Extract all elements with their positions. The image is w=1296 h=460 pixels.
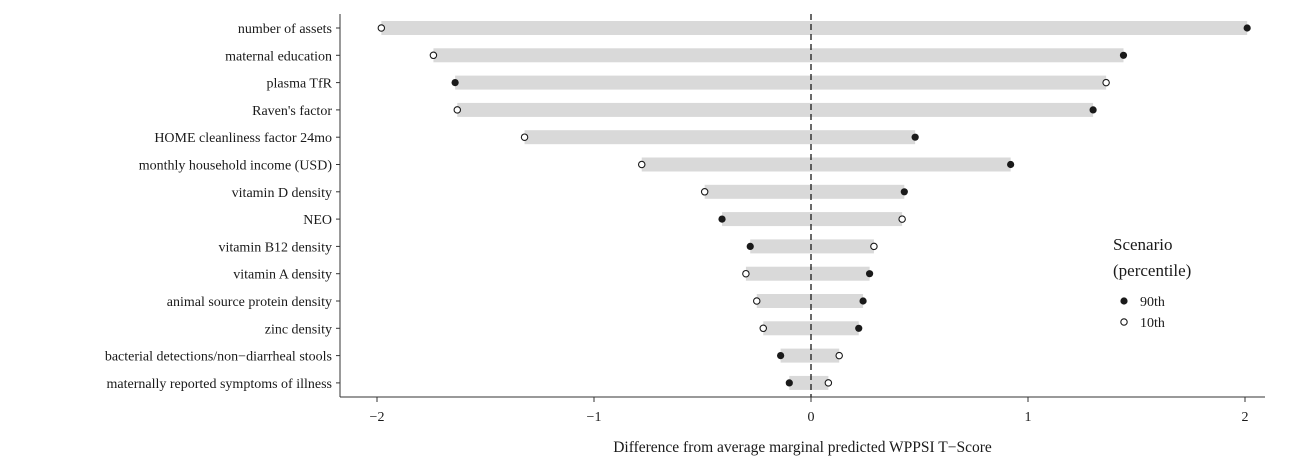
category-label: monthly household income (USD) [139, 159, 333, 174]
range-bar [780, 348, 840, 363]
point-90th [1089, 106, 1097, 114]
range-bar [750, 239, 874, 254]
point-90th [855, 324, 863, 332]
point-10th [429, 51, 438, 60]
point-90th [1007, 160, 1015, 169]
point-10th [759, 324, 768, 333]
range-bar [641, 157, 1011, 172]
range-bar [722, 212, 903, 227]
range-bar [455, 75, 1107, 90]
scenario-points [377, 24, 1251, 387]
category-label: maternal education [225, 49, 332, 64]
point-90th [451, 79, 459, 87]
point-10th [742, 269, 750, 278]
point-10th [752, 297, 761, 305]
category-label: HOME cleanliness factor 24mo [154, 131, 332, 146]
x-tick-label: 1 [1025, 410, 1032, 425]
point-10th [824, 379, 833, 387]
point-90th [746, 242, 754, 250]
legend-label: 10th [1140, 316, 1165, 331]
x-tick-label: 2 [1242, 410, 1249, 425]
category-label: vitamin B12 density [218, 240, 332, 255]
point-10th [520, 133, 529, 141]
category-labels: number of assets maternal education plasma… [105, 22, 340, 392]
legend: Scenario (percentile) 90th 10th [1113, 235, 1191, 331]
x-tick-label: 0 [808, 410, 815, 425]
category-label: vitamin A density [233, 268, 332, 283]
point-10th [700, 188, 709, 196]
point-90th [865, 270, 874, 278]
category-label: NEO [303, 213, 332, 228]
range-bar [433, 48, 1124, 63]
point-90th [1243, 24, 1251, 32]
category-label: vitamin D density [232, 186, 332, 201]
point-90th [911, 133, 919, 141]
x-tick-label: −2 [370, 410, 385, 425]
point-10th [377, 24, 386, 32]
category-label: bacterial detections/non−diarrheal stool… [105, 350, 332, 365]
point-10th [453, 106, 462, 114]
legend-label: 90th [1140, 295, 1165, 310]
range-bar [381, 21, 1248, 35]
point-90th [785, 379, 793, 387]
category-label: plasma TfR [267, 77, 333, 92]
legend-items: 90th 10th [1120, 295, 1165, 331]
point-90th [1119, 51, 1128, 59]
range-bar [745, 266, 870, 281]
range-bar [789, 375, 829, 390]
category-label: animal source protein density [167, 295, 332, 310]
legend-key-open [1120, 318, 1128, 326]
legend-subtitle: (percentile) [1113, 261, 1191, 280]
point-10th [898, 215, 906, 223]
range-bar [457, 102, 1094, 117]
legend-key-filled [1120, 297, 1128, 305]
range-bar [756, 294, 864, 308]
point-90th [900, 188, 908, 196]
range-bar [704, 184, 905, 199]
point-10th [835, 351, 843, 360]
legend-title: Scenario [1113, 235, 1172, 254]
category-label: zinc density [265, 322, 332, 337]
category-label: number of assets [238, 22, 332, 37]
point-10th [637, 160, 646, 169]
category-label: maternally reported symptoms of illness [106, 377, 332, 392]
point-90th [859, 297, 867, 305]
x-axis-ticks: −2 −1 0 1 2 [370, 397, 1249, 425]
category-label: Raven's factor [252, 104, 332, 119]
x-tick-label: −1 [587, 410, 602, 425]
point-90th [777, 352, 785, 360]
point-90th [718, 215, 726, 223]
point-10th [870, 242, 878, 251]
range-bars [381, 21, 1248, 390]
range-bar [524, 130, 916, 145]
x-axis-title: Difference from average marginal predict… [613, 439, 992, 456]
point-10th [1102, 78, 1110, 87]
